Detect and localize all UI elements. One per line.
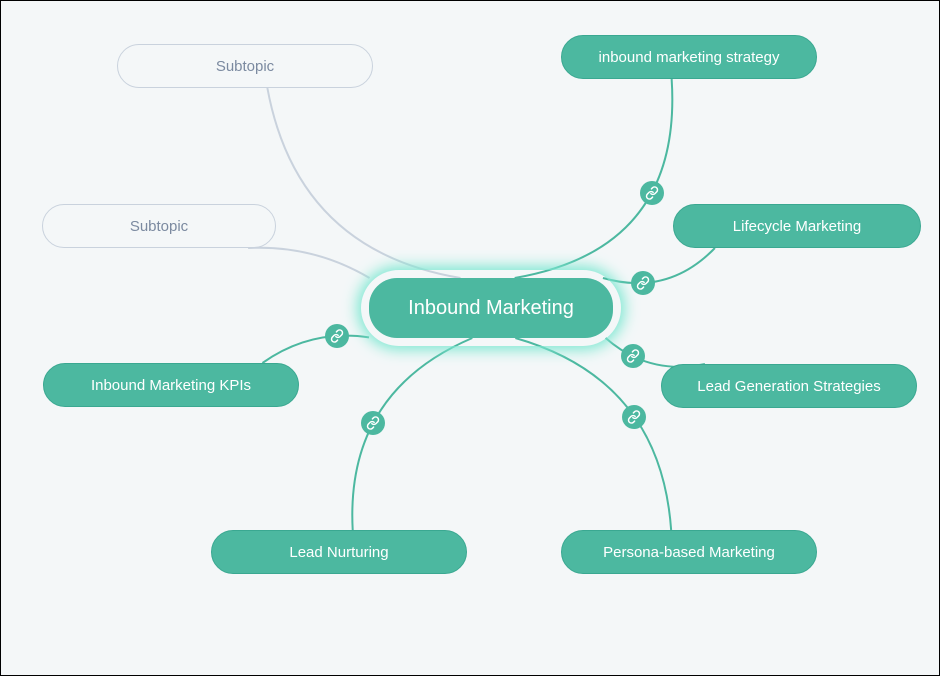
link-subtopic2 xyxy=(248,248,369,278)
link-badge-kpis xyxy=(325,324,349,348)
node-kpis[interactable]: Inbound Marketing KPIs xyxy=(43,363,299,407)
mindmap-canvas: Inbound Marketing Subtopic Subtopic inbound… xyxy=(0,0,940,676)
node-subtopic2[interactable]: Subtopic xyxy=(42,204,276,248)
link-icon xyxy=(330,329,344,343)
node-nurturing[interactable]: Lead Nurturing xyxy=(211,530,467,574)
link-lifecycle xyxy=(603,248,715,283)
link-icon xyxy=(636,276,650,290)
link-badge-strategy xyxy=(640,181,664,205)
node-lifecycle[interactable]: Lifecycle Marketing xyxy=(673,204,921,248)
link-badge-nurturing xyxy=(361,411,385,435)
link-persona xyxy=(515,338,671,530)
center-node[interactable]: Inbound Marketing xyxy=(369,278,613,338)
link-icon xyxy=(626,349,640,363)
link-kpis xyxy=(262,336,369,363)
link-badge-leadgen xyxy=(621,344,645,368)
node-strategy[interactable]: inbound marketing strategy xyxy=(561,35,817,79)
link-strategy xyxy=(515,79,673,278)
link-subtopic1 xyxy=(267,88,460,278)
links-layer xyxy=(1,1,940,676)
link-icon xyxy=(366,416,380,430)
link-icon xyxy=(627,410,641,424)
link-nurturing xyxy=(352,338,472,530)
link-badge-persona xyxy=(622,405,646,429)
node-persona[interactable]: Persona-based Marketing xyxy=(561,530,817,574)
link-leadgen xyxy=(606,338,705,367)
node-subtopic1[interactable]: Subtopic xyxy=(117,44,373,88)
link-badge-lifecycle xyxy=(631,271,655,295)
link-icon xyxy=(645,186,659,200)
node-leadgen[interactable]: Lead Generation Strategies xyxy=(661,364,917,408)
